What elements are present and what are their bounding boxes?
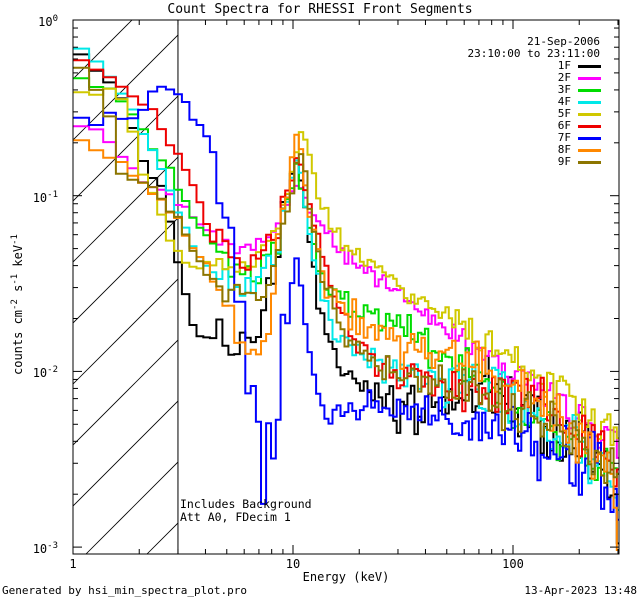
legend-swatch-5F bbox=[578, 113, 601, 116]
legend-swatch-7F bbox=[578, 137, 601, 140]
legend-swatch-9F bbox=[578, 161, 601, 164]
legend-label-6F: 6F bbox=[557, 119, 571, 132]
annotation-block: Includes Background Att A0, FDecim 1 bbox=[180, 498, 312, 523]
y-tick-label-10e-1: 10-1 bbox=[32, 189, 58, 205]
chart-title: Count Spectra for RHESSI Front Segments bbox=[167, 2, 473, 17]
y-tick-label-10e-2: 10-2 bbox=[32, 365, 58, 381]
x-tick-label-10: 10 bbox=[285, 557, 301, 571]
7F-spectrum-line bbox=[73, 85, 619, 521]
legend-label-1F: 1F bbox=[557, 59, 571, 72]
legend-swatch-3F bbox=[578, 89, 601, 92]
plot-frame bbox=[72, 19, 620, 555]
legend-label-5F: 5F bbox=[557, 107, 571, 120]
9F-spectrum-line bbox=[73, 66, 619, 484]
footer-timestamp: 13-Apr-2023 13:48 bbox=[524, 584, 637, 597]
annotation-line-2: Att A0, FDecim 1 bbox=[180, 509, 291, 524]
footer-generator: Generated by hsi_min_spectra_plot.pro bbox=[2, 584, 248, 597]
legend-swatch-1F bbox=[578, 65, 601, 68]
legend-swatch-8F bbox=[578, 149, 601, 152]
8F-spectrum-line bbox=[73, 133, 619, 551]
5F-spectrum-line bbox=[73, 87, 619, 447]
legend-label-4F: 4F bbox=[557, 95, 571, 108]
x-axis-label: Energy (keV) bbox=[302, 570, 390, 584]
x-tick-label-1: 1 bbox=[69, 557, 77, 571]
annotation-line-1: Includes Background bbox=[180, 497, 312, 511]
4F-spectrum-line bbox=[73, 47, 619, 511]
legend-label-8F: 8F bbox=[557, 143, 571, 156]
legend-label-3F: 3F bbox=[557, 83, 571, 96]
legend-date: 21-Sep-2006 bbox=[527, 35, 600, 48]
axis-ticks bbox=[72, 19, 619, 554]
legend-swatch-4F bbox=[578, 101, 601, 104]
y-tick-label-10e0: 100 bbox=[38, 14, 58, 29]
legend-label-2F: 2F bbox=[557, 71, 571, 84]
x-tick-label-100: 100 bbox=[502, 557, 524, 571]
y-tick-label-10e-3: 10-3 bbox=[32, 541, 58, 557]
y-axis-label: counts cm-2 s-1 keV-1 bbox=[10, 234, 25, 375]
legend-time-range: 23:10:00 to 23:11:00 bbox=[467, 47, 600, 60]
legend-swatch-2F bbox=[578, 77, 601, 80]
legend-label-7F: 7F bbox=[557, 131, 571, 144]
legend-swatch-6F bbox=[578, 125, 601, 128]
legend-label-9F: 9F bbox=[557, 155, 571, 168]
